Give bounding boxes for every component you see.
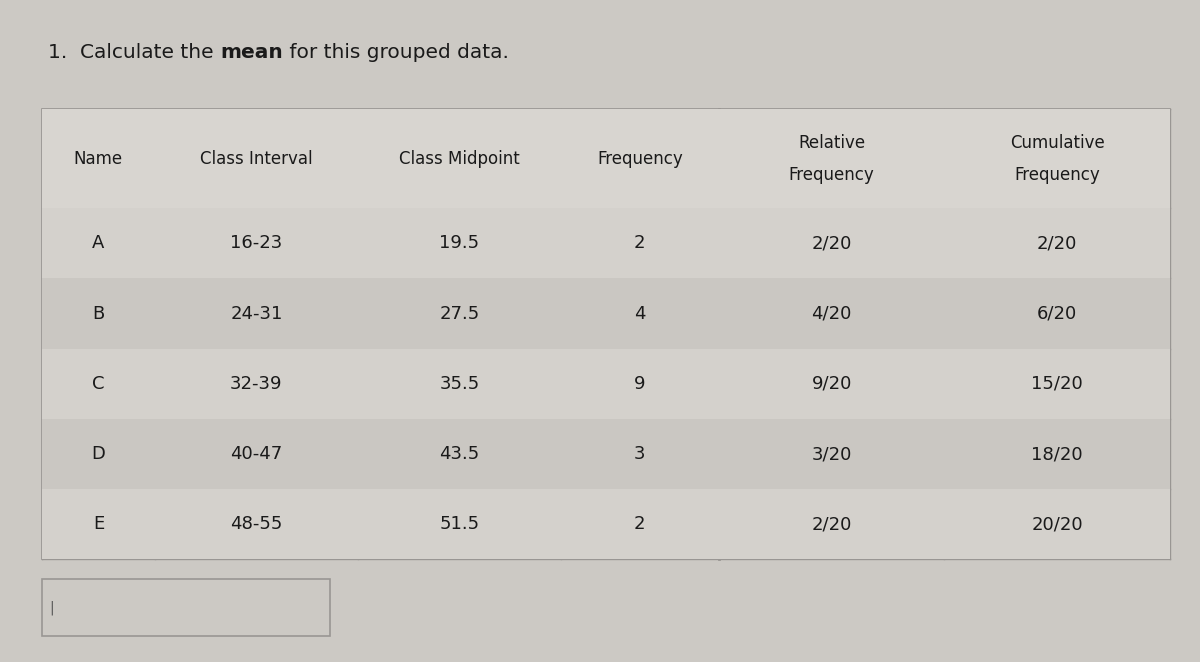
Text: 6/20: 6/20 <box>1037 305 1078 322</box>
Text: 15/20: 15/20 <box>1031 375 1084 393</box>
Text: 3: 3 <box>634 445 646 463</box>
Text: 2/20: 2/20 <box>811 515 852 534</box>
Text: 20/20: 20/20 <box>1031 515 1084 534</box>
Text: 24-31: 24-31 <box>230 305 282 322</box>
Text: 2/20: 2/20 <box>1037 234 1078 252</box>
Text: 9: 9 <box>634 375 646 393</box>
Text: 4/20: 4/20 <box>811 305 852 322</box>
Text: Name: Name <box>74 150 122 167</box>
Text: 27.5: 27.5 <box>439 305 480 322</box>
Text: E: E <box>92 515 104 534</box>
Text: Frequency: Frequency <box>788 166 875 183</box>
Text: C: C <box>92 375 104 393</box>
Text: 1.  Calculate the: 1. Calculate the <box>48 43 220 62</box>
Text: 48-55: 48-55 <box>230 515 282 534</box>
Text: for this grouped data.: for this grouped data. <box>283 43 509 62</box>
Text: Class Midpoint: Class Midpoint <box>398 150 520 167</box>
Text: 19.5: 19.5 <box>439 234 480 252</box>
Text: Frequency: Frequency <box>596 150 683 167</box>
Text: Cumulative: Cumulative <box>1010 134 1104 152</box>
Text: B: B <box>92 305 104 322</box>
Text: D: D <box>91 445 106 463</box>
Text: Relative: Relative <box>798 134 865 152</box>
Text: 2: 2 <box>634 234 646 252</box>
Text: A: A <box>92 234 104 252</box>
Text: 40-47: 40-47 <box>230 445 282 463</box>
Text: 3/20: 3/20 <box>811 445 852 463</box>
Text: 2: 2 <box>634 515 646 534</box>
Text: |: | <box>49 600 54 614</box>
Text: 35.5: 35.5 <box>439 375 480 393</box>
Text: Class Interval: Class Interval <box>200 150 313 167</box>
Text: mean: mean <box>220 43 283 62</box>
Text: Frequency: Frequency <box>1014 166 1100 183</box>
Text: 2/20: 2/20 <box>811 234 852 252</box>
Text: 43.5: 43.5 <box>439 445 480 463</box>
Text: 18/20: 18/20 <box>1031 445 1084 463</box>
Text: 4: 4 <box>634 305 646 322</box>
Text: 16-23: 16-23 <box>230 234 282 252</box>
Text: 9/20: 9/20 <box>811 375 852 393</box>
Text: 51.5: 51.5 <box>439 515 480 534</box>
Text: 32-39: 32-39 <box>230 375 282 393</box>
